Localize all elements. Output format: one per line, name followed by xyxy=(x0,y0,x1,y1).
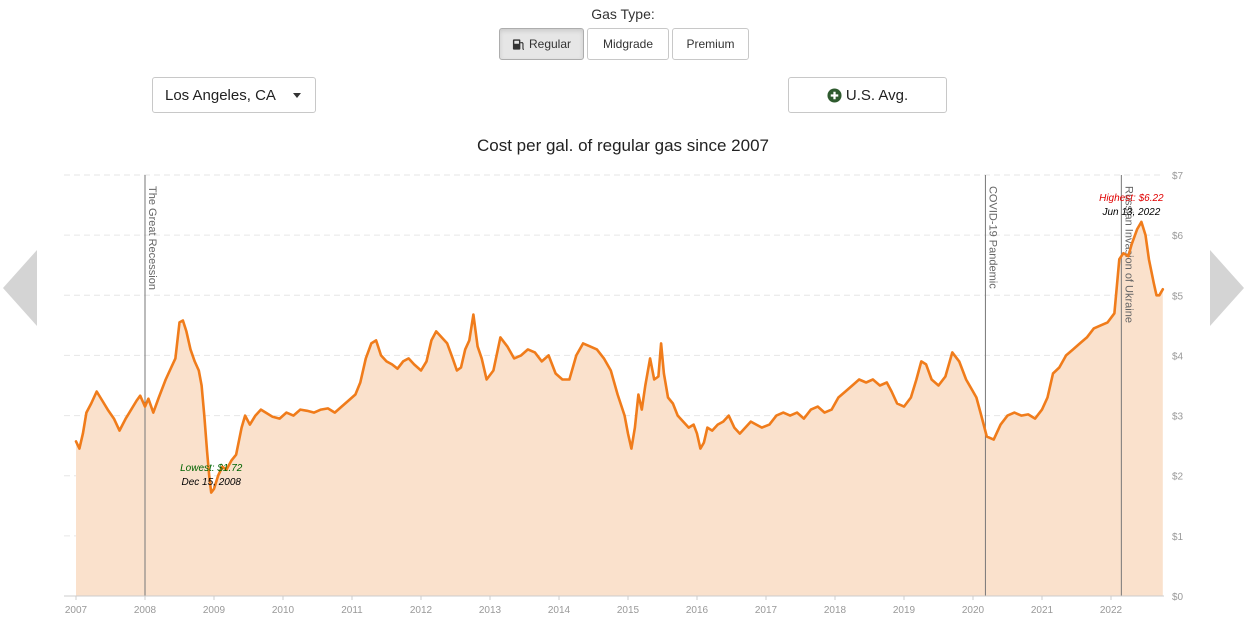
x-tick-label: 2007 xyxy=(65,605,88,616)
x-tick-label: 2014 xyxy=(548,605,571,616)
x-tick-label: 2016 xyxy=(686,605,709,616)
y-tick-label: $2 xyxy=(1172,472,1184,483)
y-tick-label: $1 xyxy=(1172,532,1184,543)
y-tick-label: $5 xyxy=(1172,291,1184,302)
arrow-right-icon[interactable] xyxy=(1210,250,1246,326)
y-tick-label: $3 xyxy=(1172,412,1184,423)
line-layer xyxy=(74,220,1165,494)
plus-circle-icon xyxy=(827,87,842,103)
gas-pump-icon xyxy=(512,38,524,50)
x-tick-label: 2021 xyxy=(1031,605,1054,616)
x-tick-label: 2013 xyxy=(479,605,502,616)
chart-title: Cost per gal. of regular gas since 2007 xyxy=(476,136,769,155)
gas-type-label: Gas Type: xyxy=(591,6,655,22)
annotation-layer: Lowest: $1.72 Dec 15, 2008 Highest: $6.22 J… xyxy=(180,193,1164,488)
location-dropdown[interactable]: Los Angeles, CA xyxy=(152,77,316,113)
highest-label: Highest: $6.22 xyxy=(1099,193,1164,204)
chevron-down-icon xyxy=(293,93,301,98)
location-selected: Los Angeles, CA xyxy=(165,86,276,104)
x-tick-label: 2012 xyxy=(410,605,433,616)
us-avg-button[interactable]: U.S. Avg. xyxy=(788,77,947,113)
highest-date: Jun 13, 2022 xyxy=(1101,207,1160,218)
midgrade-button[interactable]: Midgrade xyxy=(587,28,669,60)
event-label: COVID-19 Pandemic xyxy=(986,186,998,289)
x-tick-label: 2018 xyxy=(824,605,847,616)
regular-label: Regular xyxy=(528,37,572,51)
x-tick-label: 2020 xyxy=(962,605,985,616)
y-tick-label: $4 xyxy=(1172,351,1184,362)
event-label: The Great Recession xyxy=(146,186,158,290)
x-tick-label: 2010 xyxy=(272,605,295,616)
y-tick-label: $7 xyxy=(1172,171,1184,182)
area-layer xyxy=(76,221,1163,596)
axis-layer: $0 $1 $2 $3 $4 $5 $6 $7 2007 2008 2009 2010 2011 2012… xyxy=(64,171,1184,616)
series-area xyxy=(76,221,1163,596)
y-tick-label: $0 xyxy=(1172,592,1184,603)
event-layer: The Great Recession COVID-19 Pandemic Russ… xyxy=(144,175,1134,596)
midgrade-label: Midgrade xyxy=(602,37,654,51)
x-tick-label: 2008 xyxy=(134,605,157,616)
x-tick-label: 2019 xyxy=(893,605,916,616)
arrow-left-icon[interactable] xyxy=(3,250,39,326)
premium-label: Premium xyxy=(686,37,735,51)
x-tick-label: 2015 xyxy=(617,605,640,616)
series-line xyxy=(74,220,1165,494)
premium-button[interactable]: Premium xyxy=(672,28,749,60)
lowest-label: Lowest: $1.72 xyxy=(180,463,243,474)
x-tick-label: 2009 xyxy=(203,605,226,616)
x-tick-label: 2022 xyxy=(1100,605,1123,616)
us-avg-label: U.S. Avg. xyxy=(845,86,909,104)
y-tick-label: $6 xyxy=(1172,231,1184,242)
regular-button[interactable]: Regular xyxy=(499,28,584,60)
x-tick-label: 2017 xyxy=(755,605,778,616)
x-tick-label: 2011 xyxy=(341,605,363,616)
lowest-date: Dec 15, 2008 xyxy=(181,477,241,488)
